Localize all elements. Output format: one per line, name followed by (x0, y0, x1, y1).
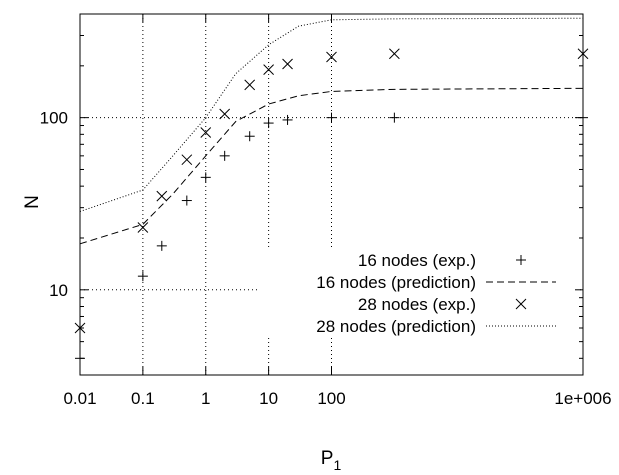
28-nodes-exp-point (244, 79, 256, 91)
x-axis-title-subscript: 1 (333, 457, 341, 473)
28-nodes-exp-point (156, 190, 168, 202)
legend-entry-bg (258, 292, 578, 314)
cross-stroke (326, 51, 337, 63)
28-nodes-exp-point (181, 154, 193, 166)
legend-cross-marker (515, 298, 527, 310)
legend-entry-bg (258, 270, 578, 292)
legend-label: 28 nodes (exp.) (358, 295, 476, 314)
16-nodes-exp-point (156, 240, 167, 251)
x-tick-label: 1 (201, 389, 210, 408)
16-nodes-exp-point (200, 172, 211, 183)
cross-stroke (515, 298, 527, 310)
28-nodes-exp-point (200, 127, 212, 138)
16-nodes-exp-point (263, 118, 274, 129)
x-axis-title-main: P (321, 448, 334, 469)
legend: 16 nodes (exp.) 16 nodes (prediction) 28 n… (258, 248, 578, 336)
x-tick-label: 1e+006 (554, 389, 611, 408)
legend-label: 16 nodes (exp.) (358, 251, 476, 270)
legend-label: 28 nodes (prediction) (316, 317, 476, 336)
16-nodes-prediction-line (79, 87, 584, 245)
cross-stroke (200, 127, 212, 138)
16-nodes-exp-point (244, 131, 255, 142)
legend-label: 16 nodes (prediction) (316, 273, 476, 292)
y-tick-label: 10 (49, 281, 68, 300)
16-nodes-exp-point (389, 112, 400, 123)
28-nodes-exp-point (137, 222, 149, 233)
legend-plus-marker (516, 255, 526, 265)
x-tick-label: 0.01 (63, 389, 96, 408)
16-nodes-exp-point (137, 271, 148, 282)
cross-stroke (137, 222, 149, 233)
y-axis-title: N (22, 195, 43, 209)
cross-stroke (156, 190, 168, 202)
28-nodes-prediction-line (79, 17, 584, 212)
legend-entry-bg (258, 314, 578, 336)
legend-entry-bg (258, 248, 578, 270)
28-nodes-exp-point (326, 51, 337, 63)
28-nodes-exp-point (219, 108, 231, 120)
x-tick-label: 10 (259, 389, 278, 408)
cross-stroke (181, 154, 193, 166)
28-nodes-exp-point (389, 48, 400, 60)
x-tick-label: 0.1 (131, 389, 155, 408)
16-nodes-exp-point (181, 195, 192, 206)
y-tick-label: 100 (40, 109, 68, 128)
16-nodes-exp-point (282, 114, 293, 125)
16-nodes-exp-point (219, 150, 230, 161)
28-nodes-exp-point (282, 58, 293, 70)
28-nodes-exp-point (263, 64, 274, 76)
cross-stroke (219, 108, 231, 120)
cross-stroke (263, 64, 274, 76)
axis-ticks: 0.01 0.1 1 10 100 1e+006 10 100 (40, 14, 612, 408)
cross-stroke (282, 58, 293, 70)
x-tick-label: 100 (317, 389, 345, 408)
16-nodes-exp-point (326, 112, 337, 123)
cross-stroke (244, 79, 256, 91)
cross-stroke (389, 48, 400, 60)
x-axis-title: P1 (321, 448, 342, 473)
